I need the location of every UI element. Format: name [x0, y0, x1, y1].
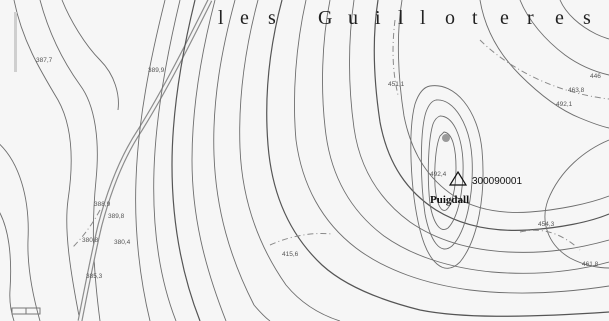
road	[77, 0, 213, 321]
spot-height-label: 415,6	[282, 251, 299, 258]
place-name-les-guilloteres: l e s G u i l l o t e r e s	[218, 7, 591, 29]
place-letter: t	[472, 7, 478, 29]
spot-heights: 387,7 389,9 451,1 446 463,8 492,1 388,9 …	[36, 57, 601, 280]
summit-dot-icon	[442, 134, 450, 142]
scale-bar	[11, 307, 41, 315]
spot-height-label: 389,9	[148, 67, 165, 74]
place-letter: l	[398, 7, 404, 29]
spot-height-label: 387,7	[36, 57, 53, 64]
summit[interactable]: 492,4 300090001 Puigdall	[430, 134, 522, 206]
triangulation-point-icon	[448, 170, 468, 186]
tracks	[71, 19, 609, 251]
spot-height-label: 389,8	[108, 213, 125, 220]
contours-summit	[410, 85, 484, 269]
spot-height-label: 385,3	[86, 273, 103, 280]
place-letter: u	[348, 7, 358, 29]
survey-point-code: 300090001	[472, 176, 522, 187]
spot-height-label: 451,1	[388, 81, 405, 88]
spot-height-label: 446	[590, 73, 601, 80]
spot-height-label: 380,4	[114, 239, 131, 246]
contours-hill	[135, 0, 609, 321]
place-letter: e	[500, 7, 509, 29]
place-letter: i	[375, 7, 381, 29]
place-letter: r	[527, 7, 534, 29]
place-letter: s	[583, 7, 591, 29]
place-letter: l	[420, 7, 426, 29]
summit-elevation: 492,4	[430, 171, 447, 178]
place-letter: s	[268, 7, 276, 29]
place-letter: G	[318, 7, 332, 29]
zoom-bar[interactable]	[14, 12, 17, 72]
spot-height-label: 454,3	[538, 221, 555, 228]
peak-name: Puigdall	[430, 194, 469, 206]
place-letter: e	[240, 7, 249, 29]
place-letter: e	[555, 7, 564, 29]
place-letter: o	[445, 7, 455, 29]
spot-height-label: 492,1	[556, 101, 573, 108]
spot-height-label: 461,8	[582, 261, 599, 268]
place-letter: l	[218, 7, 224, 29]
spot-height-label: 463,8	[568, 87, 585, 94]
contours-east	[479, 0, 609, 269]
spot-height-label: 388,9	[94, 201, 111, 208]
spot-height-label: 380,8	[82, 237, 99, 244]
